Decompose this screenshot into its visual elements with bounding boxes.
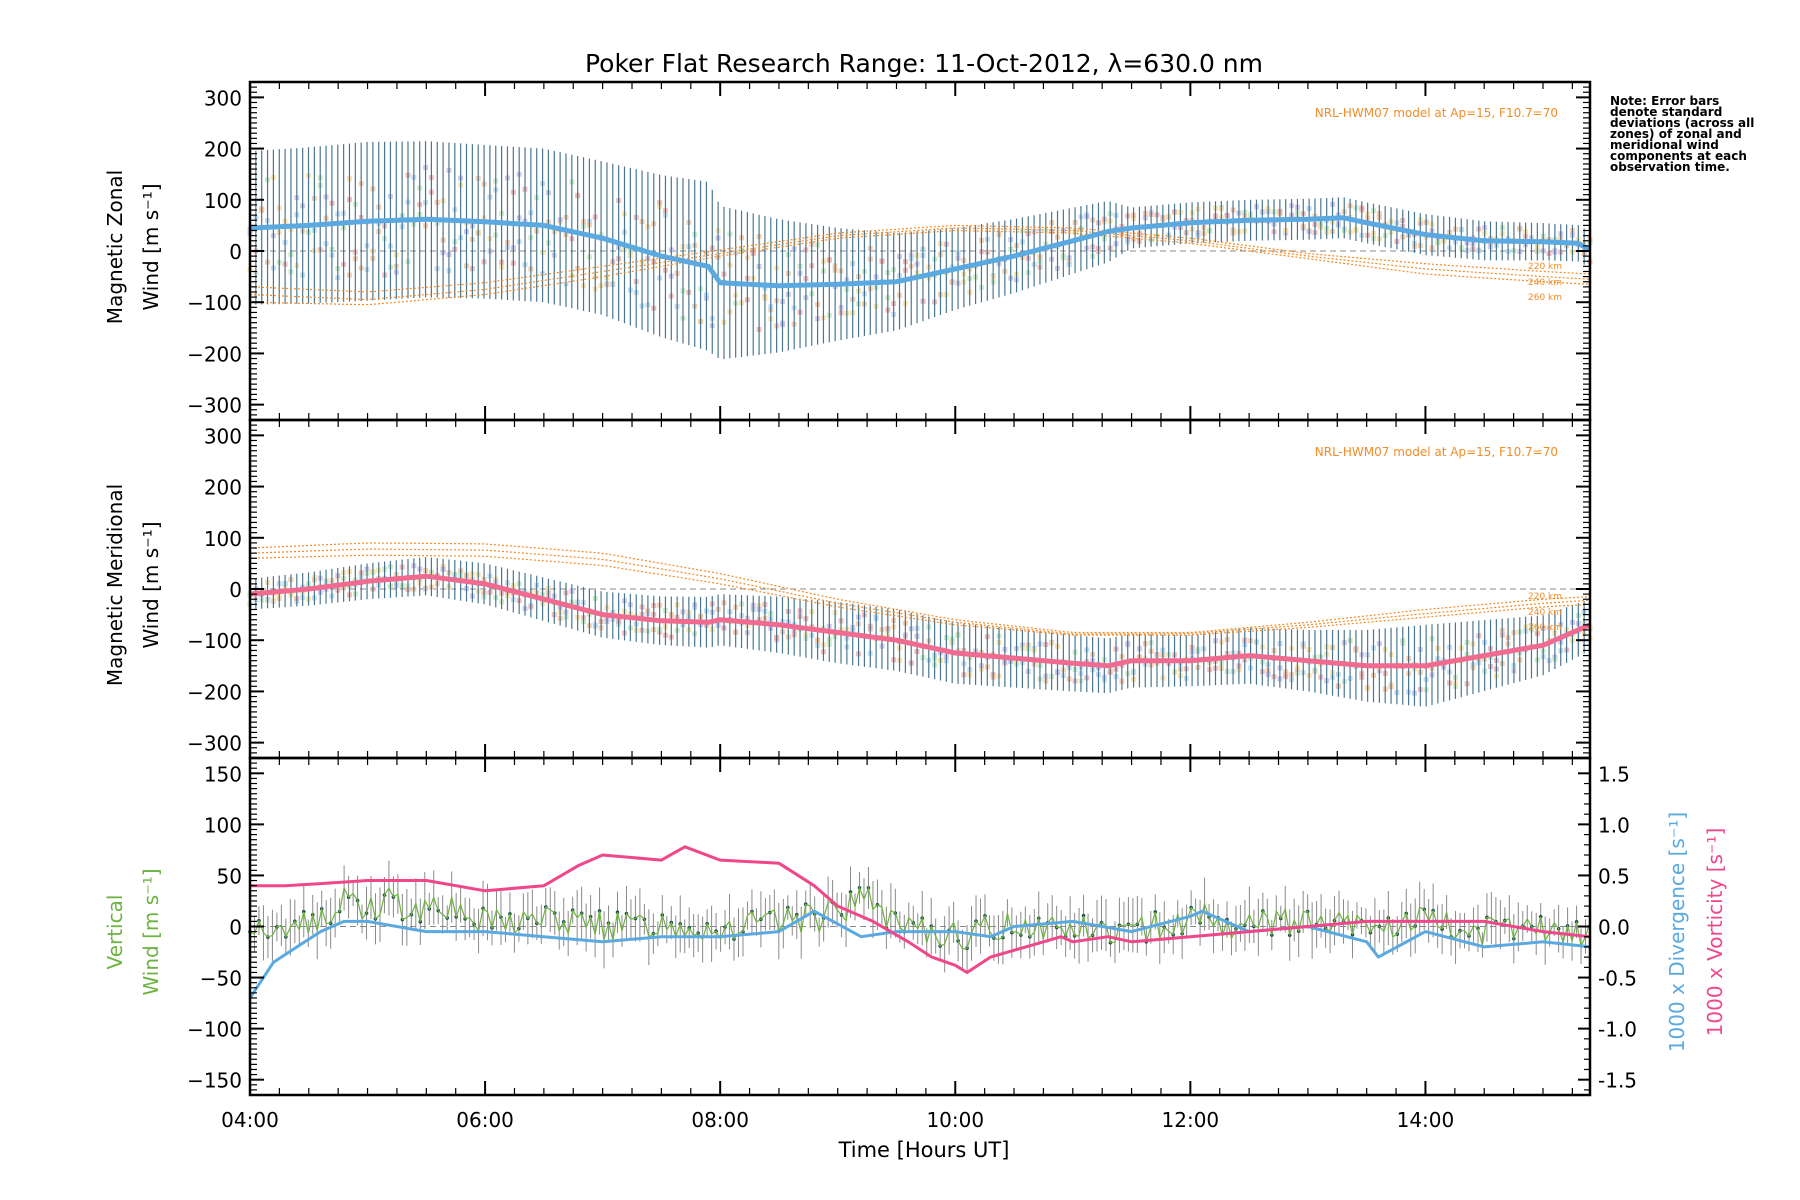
ytick-label: −50 <box>200 967 242 991</box>
ytick-label: 100 <box>204 813 242 837</box>
meridional-alt-label-260: 260 km <box>1528 623 1562 633</box>
ytick-label: 200 <box>204 138 242 162</box>
ytick-label: −100 <box>187 1018 242 1042</box>
right-ytick-label: -0.5 <box>1598 967 1637 991</box>
meridional-mean-line <box>249 573 1591 669</box>
meridional-alt-label-220: 220 km <box>1528 592 1562 602</box>
model-curve-1 <box>249 548 1591 635</box>
zonal-alt-label-220: 220 km <box>1528 262 1562 272</box>
zonal-panel: 300 200 100 0 −100 −200 −300 <box>187 80 1593 422</box>
zonal-alt-label-260: 260 km <box>1528 293 1562 303</box>
meridional-model-label: NRL-HWM07 model at Ap=15, F10.7=70 <box>1315 445 1558 459</box>
model-curve-1 <box>249 227 1591 301</box>
zonal-ylabel-line2: Wind [m s⁻¹] <box>139 183 163 310</box>
vorticity-ylabel: 1000 x Vorticity [s⁻¹] <box>1703 828 1727 1037</box>
xtick-label: 06:00 <box>456 1108 514 1132</box>
ytick-label: 0 <box>229 578 242 602</box>
model-curve-2 <box>249 224 1591 293</box>
vertical-ylabel-line1: Vertical <box>103 895 127 970</box>
meridional-ylabel-line2: Wind [m s⁻¹] <box>139 521 163 648</box>
ytick-label: −100 <box>187 629 242 653</box>
ytick-label: 300 <box>204 86 242 110</box>
xtick-label: 04:00 <box>221 1108 279 1132</box>
ytick-label: 150 <box>204 762 242 786</box>
right-ytick-label: 0.0 <box>1598 916 1630 940</box>
error-bar-note: Note: Error bars denote standard deviati… <box>1610 94 1755 174</box>
divergence-line <box>248 909 1591 999</box>
right-ytick-label: -1.5 <box>1598 1069 1637 1093</box>
zonal-ylabel-line1: Magnetic Zonal <box>103 170 127 324</box>
vertical-wind-line <box>249 885 1591 950</box>
model-curve-0 <box>249 229 1591 306</box>
zonal-alt-label-240: 240 km <box>1528 278 1562 288</box>
ytick-label: 200 <box>204 476 242 500</box>
xtick-label: 08:00 <box>691 1108 749 1132</box>
zonal-model-label: NRL-HWM07 model at Ap=15, F10.7=70 <box>1315 106 1558 120</box>
zonal-mean-line <box>249 215 1592 289</box>
vertical-ylabel-line2: Wind [m s⁻¹] <box>139 868 163 995</box>
right-ytick-label: 1.0 <box>1598 813 1630 837</box>
ytick-label: 300 <box>204 424 242 448</box>
xtick-label: 14:00 <box>1397 1108 1455 1132</box>
ytick-label: 50 <box>217 864 242 888</box>
model-curve-2 <box>249 554 1591 636</box>
chart-title: Poker Flat Research Range: 11-Oct-2012, … <box>585 49 1263 78</box>
meridional-ylabel-line1: Magnetic Meridional <box>103 484 127 686</box>
ytick-label: −300 <box>187 394 242 418</box>
xtick-label: 10:00 <box>926 1108 984 1132</box>
vorticity-line <box>250 845 1591 974</box>
ytick-label: −200 <box>187 680 242 704</box>
ytick-label: −200 <box>187 342 242 366</box>
right-ytick-label: -1.0 <box>1598 1018 1637 1042</box>
ytick-label: 0 <box>229 916 242 940</box>
ytick-label: 0 <box>229 240 242 264</box>
meridional-alt-label-240: 240 km <box>1528 608 1562 618</box>
right-ytick-label: 1.5 <box>1598 762 1630 786</box>
meridional-panel: 300 200 100 0 −100 −200 −300 <box>187 418 1593 760</box>
ytick-label: −100 <box>187 291 242 315</box>
right-ytick-label: 0.5 <box>1598 864 1630 888</box>
model-curve-0 <box>249 542 1591 634</box>
ytick-label: 100 <box>204 189 242 213</box>
ytick-label: −150 <box>187 1069 242 1093</box>
ytick-label: −300 <box>187 732 242 756</box>
vertical-panel: 1.5 1.0 0.5 0.0 -0.5 -1.0 -1.5 04:00 06:00 08:00 1… <box>187 756 1637 1132</box>
xtick-label: 12:00 <box>1162 1108 1220 1132</box>
ytick-label: 100 <box>204 527 242 551</box>
divergence-ylabel: 1000 x Divergence [s⁻¹] <box>1665 812 1689 1052</box>
x-axis-label: Time [Hours UT] <box>838 1138 1010 1162</box>
